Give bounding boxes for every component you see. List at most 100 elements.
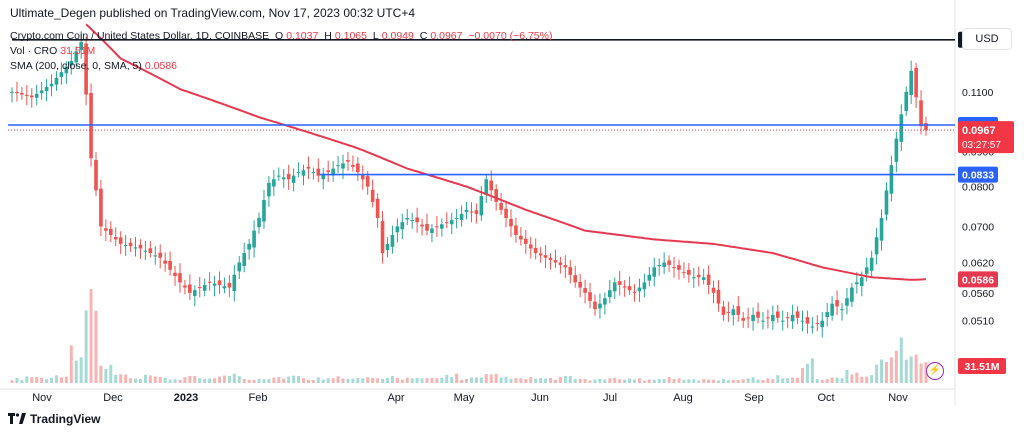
- volume-bar: [904, 359, 908, 383]
- candle-body: [879, 218, 884, 241]
- volume-bar: [549, 378, 553, 383]
- volume-bar: [825, 379, 829, 383]
- candle-body: [464, 209, 469, 213]
- volume-legend[interactable]: Vol · CRO 31.51M: [10, 45, 98, 57]
- y-tick-label: 0.0510: [962, 316, 994, 328]
- candle-body: [677, 265, 681, 270]
- candle-body: [430, 228, 434, 234]
- candle-body: [311, 172, 316, 174]
- volume-bar: [791, 377, 795, 383]
- candle-body: [775, 311, 780, 318]
- volume-bar: [860, 376, 864, 383]
- candle-body: [845, 298, 849, 306]
- candle-body: [425, 223, 429, 231]
- volume-bar: [687, 379, 691, 383]
- candle-body: [99, 188, 103, 227]
- candle-body: [39, 90, 44, 94]
- candle-body: [242, 253, 247, 267]
- volume-bar: [751, 377, 755, 383]
- candle-body: [805, 317, 810, 324]
- x-tick-label: 2023: [174, 392, 198, 404]
- candle-body: [395, 226, 400, 233]
- candle-body: [272, 179, 276, 187]
- volume-bar: [603, 379, 607, 383]
- candle-body: [578, 281, 582, 288]
- symbol-legend[interactable]: Crypto.com Coin / United States Dollar, …: [10, 30, 555, 42]
- candle-body: [360, 175, 365, 180]
- lightning-icon[interactable]: ⚡: [926, 362, 944, 380]
- ohlc-high: 0.1065: [334, 30, 367, 42]
- candle-body: [603, 298, 607, 305]
- volume-bar: [400, 379, 404, 383]
- candle-body: [528, 244, 533, 249]
- volume-bar: [287, 376, 291, 383]
- volume-bar: [539, 378, 543, 383]
- volume-bar: [534, 378, 538, 383]
- ohlc-open-label: O: [275, 30, 284, 42]
- sma-legend[interactable]: SMA (200, close, 0, SMA, 5) 0.0586: [10, 60, 180, 72]
- candle-body: [721, 306, 726, 315]
- candle-body: [351, 164, 355, 167]
- last-price-label: 0.0967: [962, 125, 996, 137]
- logo-text: TradingView: [30, 412, 101, 426]
- candle-body: [390, 235, 395, 247]
- sma-200-line[interactable]: [85, 23, 927, 281]
- candle-body: [474, 210, 479, 214]
- candle-body: [370, 189, 375, 202]
- candle-body: [148, 248, 153, 254]
- candle-body: [588, 292, 592, 301]
- candle-body: [553, 260, 558, 263]
- candle-body: [168, 260, 172, 270]
- volume-bar: [316, 377, 320, 383]
- currency-button[interactable]: USD: [962, 28, 1012, 50]
- volume-bar: [726, 380, 730, 383]
- volume-bar: [637, 378, 641, 383]
- candle-body: [751, 314, 755, 322]
- volume-bar: [776, 375, 780, 383]
- candle-body: [766, 317, 770, 319]
- candle-body: [593, 301, 597, 310]
- tradingview-logo[interactable]: TradingView: [8, 412, 100, 426]
- volume-bar: [914, 354, 918, 383]
- volume-bar: [351, 378, 355, 383]
- volume-bar: [445, 374, 449, 383]
- candle-body: [104, 228, 108, 231]
- candle-body: [321, 173, 326, 180]
- volume-bar: [524, 379, 528, 383]
- volume-bar: [909, 356, 913, 383]
- candle-body: [326, 170, 330, 173]
- candle-body: [232, 274, 237, 292]
- x-tick-label: Aug: [673, 392, 693, 404]
- candle-body: [252, 230, 256, 248]
- volume-bar: [786, 378, 790, 383]
- candle-body: [365, 176, 370, 187]
- candle-body: [10, 91, 14, 93]
- y-tick-label: 0.1100: [962, 87, 993, 99]
- volume-bar: [252, 379, 256, 383]
- volume-bar: [198, 378, 202, 383]
- candle-body: [69, 60, 74, 66]
- volume-bar: [652, 379, 656, 383]
- candle-body: [632, 291, 637, 293]
- candle-body: [163, 260, 167, 264]
- sma-price-label-bg: [958, 271, 998, 288]
- candle-body: [291, 175, 296, 183]
- candle-body: [667, 260, 671, 265]
- candle-body: [44, 87, 49, 92]
- candle-body: [336, 165, 340, 167]
- candle-body: [514, 225, 518, 236]
- volume-bar: [371, 377, 375, 383]
- volume-bar: [593, 379, 597, 383]
- candle-body: [197, 287, 202, 289]
- candle-body: [736, 306, 741, 315]
- volume-label: Vol · CRO: [10, 45, 58, 57]
- candle-body: [869, 257, 874, 271]
- volume-bar: [692, 379, 696, 383]
- volume-bar: [306, 379, 310, 383]
- countdown-label: 03:27:57: [962, 140, 1001, 151]
- volume-bar: [208, 378, 212, 383]
- volume-bar: [845, 369, 849, 383]
- candle-body: [202, 284, 207, 291]
- candle-body: [716, 290, 721, 304]
